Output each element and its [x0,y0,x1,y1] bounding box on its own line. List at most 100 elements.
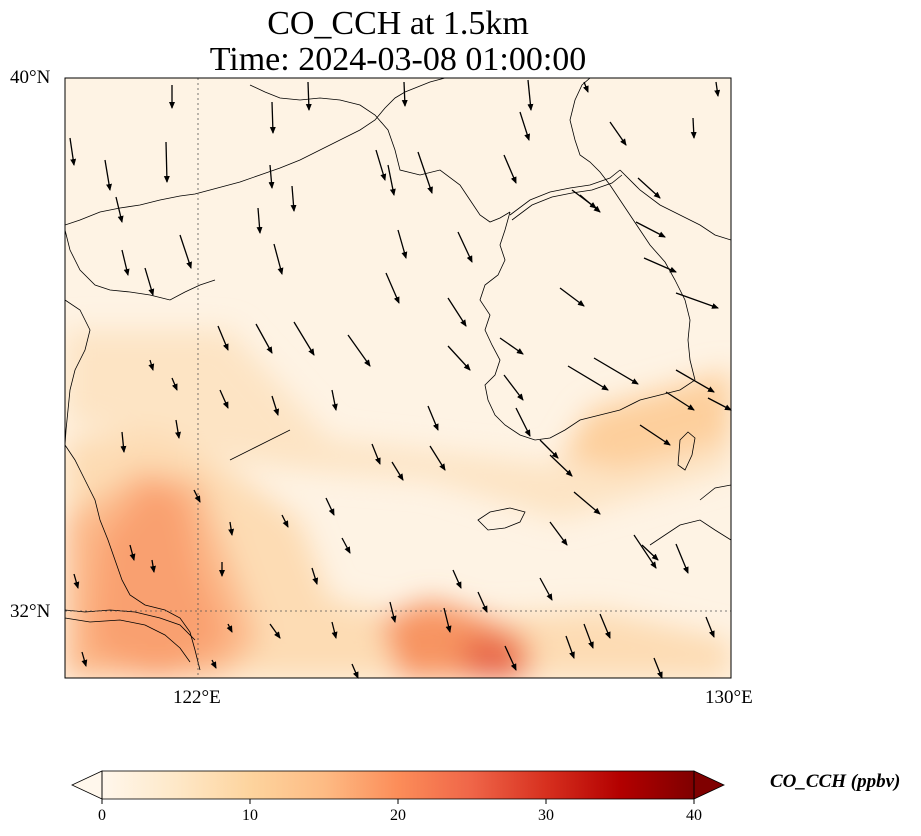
wind-arrow [690,117,697,139]
wind-arrow [341,537,351,554]
wind-arrow [637,177,661,199]
wind-arrow [268,164,275,189]
wind-arrow [457,231,473,263]
lon-label-130e: 130°E [705,687,753,708]
wind-arrow [477,591,488,613]
wind-arrow [150,559,156,573]
wind-arrow [81,651,88,667]
wind-arrow [504,645,517,671]
coastline-jiangsu [65,299,91,446]
wind-arrow [391,461,404,481]
colorbar [71,770,725,804]
border-korea-2 [511,174,623,221]
wind-arrow [69,137,77,166]
colorbar-extend-min [71,770,103,800]
wind-arrow [179,234,192,269]
wind-arrow [499,337,524,355]
wind-arrow [325,497,335,516]
wind-arrow [583,623,594,649]
coastline-liaodong [249,84,511,223]
coastlines [65,78,731,671]
coastline-shandong [229,429,291,461]
wind-arrow [401,81,408,107]
wind-arrow [582,81,589,93]
wind-arrow [175,419,181,439]
wind-arrow [104,159,112,191]
wind-arrow [559,287,585,307]
colorbar-tick-40: 40 [686,807,702,824]
wind-arrow [281,514,289,528]
wind-arrow [256,207,263,234]
wind-arrow [447,345,471,371]
map-title-time: Time: 2024-03-08 01:00:00 [209,41,587,78]
lat-label-40n: 40°N [10,67,51,88]
colorbar-gradient [102,771,694,799]
wind-arrow [347,334,371,367]
wind-arrow [115,196,124,223]
wind-arrow [714,81,721,97]
wind-arrow [417,151,433,194]
coastline-east-china [65,444,201,671]
lon-label-122e: 122°E [173,687,221,708]
coastline-korea-east [569,78,696,381]
wind-arrow [290,185,297,212]
coastline-japan [699,484,731,501]
wind-arrow [641,544,659,561]
border-korea [509,169,621,216]
wind-arrow [144,267,155,296]
wind-arrow [210,659,217,669]
colorbar-tick-30: 30 [538,807,554,824]
wind-arrow [226,623,233,633]
colorbar-tick-20: 20 [390,807,406,824]
coastline-russia [619,169,731,241]
wind-arrow [705,616,715,638]
wind-arrow [539,439,559,459]
wind-arrow [427,405,439,431]
map-frame [64,77,732,679]
colorbar-tick-10: 10 [242,807,258,824]
colorbar-tick-0: 0 [98,807,106,824]
wind-arrow [219,389,229,409]
wind-arrow [549,454,573,477]
wind-arrow [635,221,666,238]
wind-arrow [255,323,273,354]
wind-arrow [503,374,524,401]
wind-arrow [305,81,312,111]
wind-arrow [331,389,338,411]
lat-label-32n: 32°N [10,601,51,622]
wind-arrow [351,663,359,679]
wind-arrow [579,194,601,213]
wind-arrow [217,325,229,351]
wind-arrow [429,445,446,471]
island-jeju [477,507,526,531]
wind-arrow [665,391,695,411]
wind-arrow [675,543,689,574]
wind-arrow [273,243,284,275]
wind-arrow [73,573,80,589]
coastline-japan-2 [649,519,731,546]
coastline-bohai-west [65,229,216,301]
wind-arrow [519,111,531,141]
wind-arrow [120,431,127,453]
wind-arrow [385,272,400,304]
wind-arrow [707,397,732,411]
wind-arrow [593,357,639,385]
wind-arrow [503,154,517,184]
wind-arrow [675,292,719,309]
wind-arrow [539,577,553,601]
wind-arrow [527,79,534,111]
colorbar-extend-max [693,770,725,800]
wind-arrow [148,359,155,371]
wind-arrow [639,424,671,446]
wind-arrow [643,257,677,273]
wind-arrow [653,657,663,679]
coastline-yangtze-south [65,617,191,663]
wind-arrow [515,407,531,437]
wind-arrow [375,149,387,181]
wind-arrow [443,607,452,633]
wind-arrow [163,141,170,183]
wind-arrow [599,613,611,639]
wind-arrow [228,521,235,536]
island-tsushima [677,431,696,471]
